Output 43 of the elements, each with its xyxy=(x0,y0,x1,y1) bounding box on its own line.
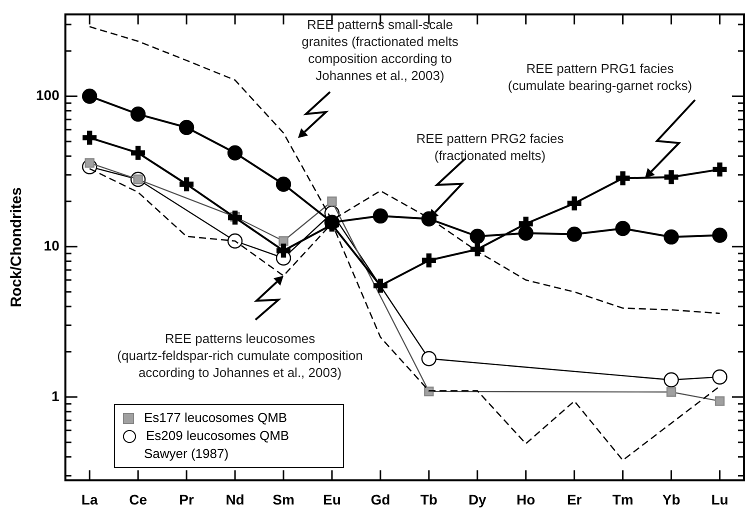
x-tick-label: Sm xyxy=(272,491,294,508)
x-tick-label: Ce xyxy=(129,491,148,508)
point xyxy=(227,233,243,249)
point xyxy=(82,88,98,104)
annotation: REE patterns leucosomes (quartz-feldspar-rich cumulate composition according to Johannes et al., 2003) xyxy=(117,330,363,381)
x-tick-label: Yb xyxy=(662,491,680,508)
point xyxy=(712,228,728,243)
x-tick-label: Nd xyxy=(226,491,244,508)
point xyxy=(327,196,337,206)
legend-label: Es177 leucosomes QMB xyxy=(144,409,288,427)
point xyxy=(615,220,630,236)
x-tick-label: La xyxy=(81,491,98,508)
point xyxy=(664,229,679,245)
x-tick-label: Er xyxy=(566,491,582,508)
annotation: REE patterns small-scale granites (fractionated melts composition according to Johannes et al., 2003) xyxy=(302,16,458,84)
annotation: REE pattern PRG2 facies (fractionated melts) xyxy=(416,130,564,164)
point xyxy=(664,372,679,388)
x-tick-label: Pr xyxy=(179,491,194,508)
x-tick-label: Eu xyxy=(323,491,341,508)
x-tick-label: Gd xyxy=(370,491,390,508)
point xyxy=(130,106,146,122)
point xyxy=(566,226,582,242)
point xyxy=(227,145,243,160)
annotation: REE pattern PRG1 facies (cumulate bearing-garnet rocks) xyxy=(508,60,692,94)
y-tick-label: 1 xyxy=(52,388,60,404)
point xyxy=(372,208,388,224)
y-axis-title: Rock/Chondrites xyxy=(8,187,26,308)
x-tick-label: Tb xyxy=(420,491,438,508)
point xyxy=(470,228,485,244)
point xyxy=(712,369,728,385)
y-tick-label: 100 xyxy=(36,87,60,104)
x-tick-label: Dy xyxy=(468,491,487,508)
annotation: Sawyer (1987) xyxy=(143,445,230,463)
x-tick-label: Tm xyxy=(612,491,634,508)
x-tick-label: Lu xyxy=(711,491,728,508)
x-tick-label: Ho xyxy=(516,491,536,508)
point xyxy=(276,176,292,192)
point xyxy=(714,396,725,406)
point xyxy=(178,120,194,136)
y-tick-label: 10 xyxy=(44,238,60,254)
point xyxy=(421,351,437,366)
legend-label: Es209 leucosomes QMB xyxy=(146,427,290,445)
point xyxy=(666,387,676,397)
